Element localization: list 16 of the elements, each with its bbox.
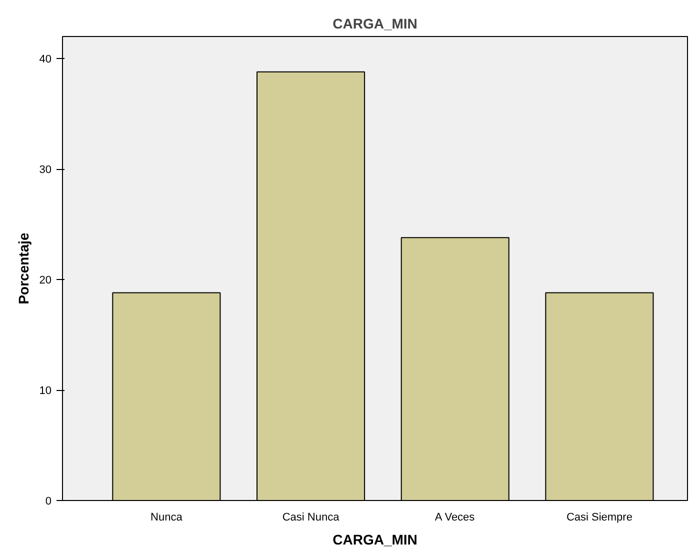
y-axis-title: Porcentaje — [15, 232, 32, 304]
x-tick-label: Casi Siempre — [566, 512, 632, 524]
bar — [400, 237, 510, 500]
chart-title: CARGA_MIN — [332, 16, 418, 32]
bar — [112, 292, 221, 500]
bar — [545, 292, 654, 500]
y-tick-label: 30 — [39, 164, 52, 176]
y-tick-label: 40 — [39, 54, 52, 66]
y-tick-label: 10 — [39, 385, 52, 398]
x-tick-label: A Veces — [434, 512, 476, 524]
x-tick-label: Casi Nunca — [282, 512, 340, 524]
x-axis-title: CARGA_MIN — [332, 532, 418, 548]
x-tick-label: Nunca — [150, 512, 184, 524]
y-tick-label: 20 — [39, 274, 52, 287]
y-tick-label: 0 — [45, 496, 52, 508]
bar — [256, 71, 366, 500]
